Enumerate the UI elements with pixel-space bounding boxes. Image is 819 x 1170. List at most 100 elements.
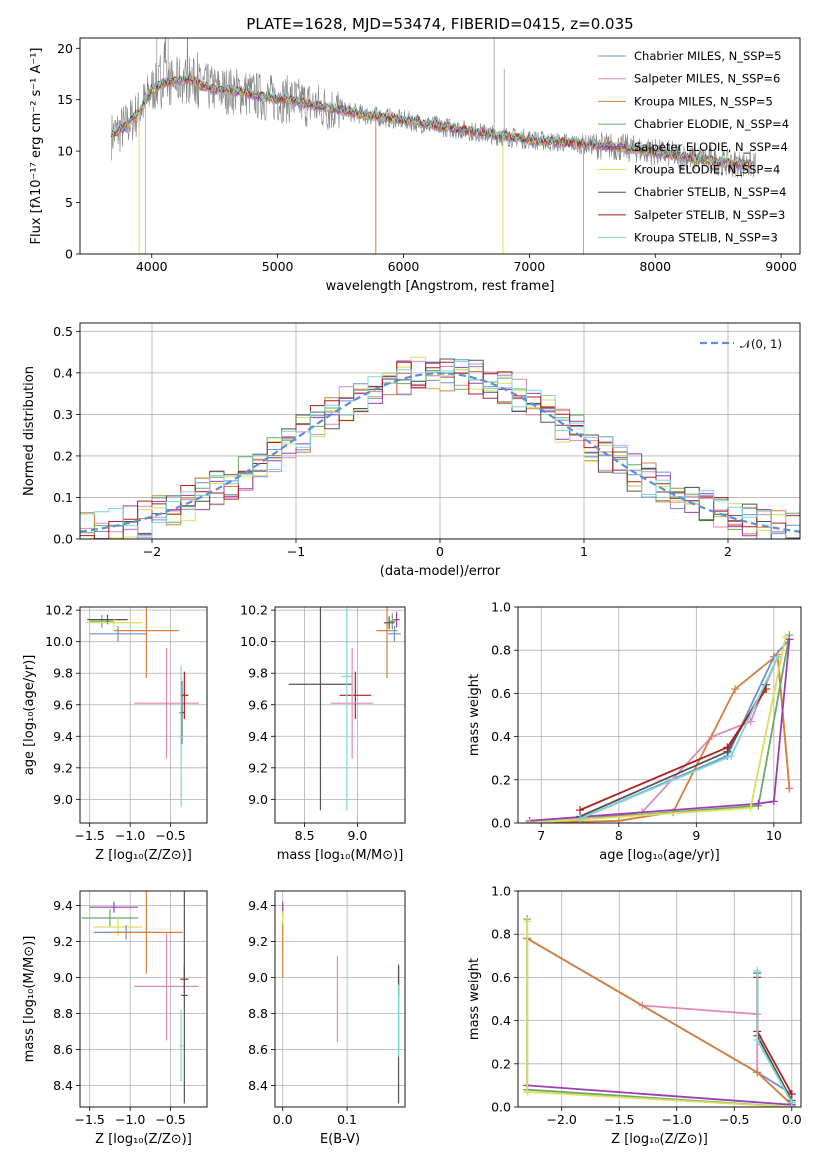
chart-residuals: 𝒩(0, 1) −2 −1 0 1 2 0.0 0.1 0.2 0.3 0.4 0.5 (data-mo…	[22, 322, 801, 579]
x-tick-label-1: 8	[615, 828, 623, 843]
y-tick-label-2: 0.4	[491, 729, 511, 744]
x-tick-label-0: −1.5	[75, 1112, 105, 1127]
y-tick-label-5: 9.4	[53, 898, 73, 913]
legend-label-7: Salpeter STELIB, N_SSP=3	[634, 208, 785, 222]
y-tick-label-4: 9.2	[53, 934, 73, 949]
x-tick-label-2: −1.0	[662, 1112, 692, 1127]
y-tick-label-1: 8.6	[53, 1042, 73, 1057]
axes-frame	[517, 606, 802, 824]
y-tick-label-0: 8.4	[53, 1078, 73, 1093]
axes-frame	[79, 606, 208, 824]
x-tick-label-2: 6000	[388, 259, 420, 274]
series-line-chabrier-stelib	[579, 684, 767, 818]
series-line-salpeter-stelib	[579, 688, 767, 811]
x-tick-label-1: −1.0	[115, 828, 145, 843]
legend-label-8: Kroupa STELIB, N_SSP=3	[634, 231, 778, 245]
y-tick-label-3: 15	[57, 92, 73, 107]
legend-label-1: Salpeter MILES, N_SSP=6	[634, 72, 780, 86]
series-marker-kroupa-elodie-0	[523, 917, 532, 926]
series-line-kroupa-stelib	[579, 656, 779, 820]
x-tick-label-0: 4000	[136, 259, 168, 274]
histogram-kroupa-stelib	[80, 360, 800, 539]
legend-label-6: Chabrier STELIB, N_SSP=4	[634, 185, 786, 199]
plot-area	[80, 356, 800, 539]
series-marker-kroupa-stelib-0	[753, 966, 762, 975]
axes-frame	[79, 37, 801, 255]
x-tick-label-4: 8000	[639, 259, 671, 274]
x-tick-label-4: 0.0	[782, 1112, 802, 1127]
plot-area	[288, 607, 401, 811]
y-tick-label-3: 0.6	[491, 970, 511, 985]
series-line-chabrier-elodie	[529, 634, 791, 823]
series-line-salpeter-elodie	[527, 1084, 793, 1106]
series-marker-kroupa-miles-3	[731, 685, 740, 694]
chart-age_vs_Z: −1.5 −1.0 −0.5 9.0 9.2 9.4 9.6 9.8 10.0 10.2 Z [lo…	[22, 603, 208, 863]
series-marker-salpeter-stelib-1	[723, 743, 732, 752]
chart-massweight_vs_age: 7 8 9 10 0.0 0.2 0.4 0.6 0.8 1.0 age [log₁₀(age/yr…	[467, 600, 802, 863]
series-line-chabrier-miles	[579, 638, 791, 820]
y-tick-label-1: 0.2	[491, 1056, 511, 1071]
histogram-kroupa-miles	[80, 369, 800, 539]
legend-label-2: Kroupa MILES, N_SSP=5	[634, 94, 773, 108]
x-axis-label: age [log₁₀(age/yr)]	[599, 848, 720, 863]
y-tick-label-0: 0.0	[491, 1100, 511, 1115]
plot-area	[282, 901, 400, 1104]
series-marker-salpeter-elodie-2	[769, 797, 778, 806]
x-axis-label: Z [log₁₀(Z/Z⊙)]	[95, 1132, 192, 1147]
x-tick-label-1: 0.1	[337, 1112, 357, 1127]
y-tick-label-2: 0.4	[491, 1013, 511, 1028]
series-line-salpeter-miles	[526, 937, 793, 1106]
y-tick-label-0: 9.0	[248, 792, 268, 807]
series-marker-kroupa-stelib-1	[753, 1036, 762, 1045]
y-tick-label-0: 9.0	[53, 792, 73, 807]
series-marker-salpeter-stelib-0	[576, 806, 585, 815]
x-tick-label-0: −1.5	[75, 828, 105, 843]
axes-frame	[274, 606, 406, 824]
axes-frame	[79, 890, 208, 1108]
y-axis-label: Normed distribution	[22, 366, 37, 496]
x-tick-label-0: 8.5	[295, 828, 315, 843]
x-tick-label-2: 0	[436, 544, 444, 559]
legend: Chabrier MILES, N_SSP=5 Salpeter MILES, N…	[598, 49, 789, 245]
x-tick-label-3: 7000	[513, 259, 545, 274]
x-tick-label-3: 10	[766, 828, 782, 843]
y-tick-label-2: 10	[57, 144, 73, 159]
y-tick-label-5: 10.0	[240, 634, 268, 649]
chart-mass_vs_Z: −1.5 −1.0 −0.5 8.4 8.6 8.8 9.0 9.2 9.4 Z [log₁₀(Z…	[22, 890, 208, 1147]
x-tick-label-1: −1.0	[115, 1112, 145, 1127]
series-marker-kroupa-elodie-2	[781, 633, 790, 642]
series-marker-kroupa-stelib-2	[787, 1098, 796, 1107]
y-tick-label-0: 0.0	[53, 532, 73, 547]
series-marker-kroupa-stelib-2	[773, 652, 782, 661]
series-line-salpeter-elodie	[529, 639, 791, 822]
y-tick-label-1: 0.1	[53, 490, 73, 505]
y-tick-label-0: 0.0	[491, 816, 511, 831]
x-tick-label-0: −2	[143, 544, 161, 559]
y-tick-label-5: 10.0	[45, 634, 73, 649]
plot-area	[85, 607, 199, 808]
histogram-salpeter-stelib	[80, 361, 800, 539]
y-axis-label: mass weight	[467, 674, 482, 756]
y-axis-label: mass weight	[467, 958, 482, 1040]
series-marker-kroupa-elodie-1	[746, 803, 755, 812]
x-tick-label-0: 0.0	[273, 1112, 293, 1127]
y-tick-label-5: 0.5	[53, 324, 73, 339]
series-line-kroupa-miles	[526, 937, 793, 1106]
plot-area	[81, 891, 199, 1104]
chart-mass_vs_ebv: 0.0 0.1 8.4 8.6 8.8 9.0 9.2 9.4 E(B-V)	[248, 890, 406, 1147]
x-axis-label: Z [log₁₀(Z/Z⊙)]	[611, 1132, 708, 1147]
y-axis-label: age [log₁₀(age/yr)]	[22, 655, 37, 776]
series-marker-salpeter-elodie-1	[754, 799, 763, 808]
series-marker-kroupa-elodie-1	[523, 1087, 532, 1096]
y-tick-label-3: 9.6	[53, 697, 73, 712]
x-tick-label-3: −0.5	[719, 1112, 749, 1127]
model-line-kroupa-stelib	[111, 74, 752, 167]
y-tick-label-2: 8.8	[248, 1006, 268, 1021]
y-tick-label-5: 9.4	[248, 898, 268, 913]
series-marker-kroupa-elodie-0	[525, 819, 534, 823]
y-tick-label-0: 8.4	[248, 1078, 268, 1093]
legend-label-0: 𝒩(0, 1)	[740, 337, 782, 351]
plot-area	[111, 38, 757, 254]
plot-area	[523, 915, 796, 1107]
